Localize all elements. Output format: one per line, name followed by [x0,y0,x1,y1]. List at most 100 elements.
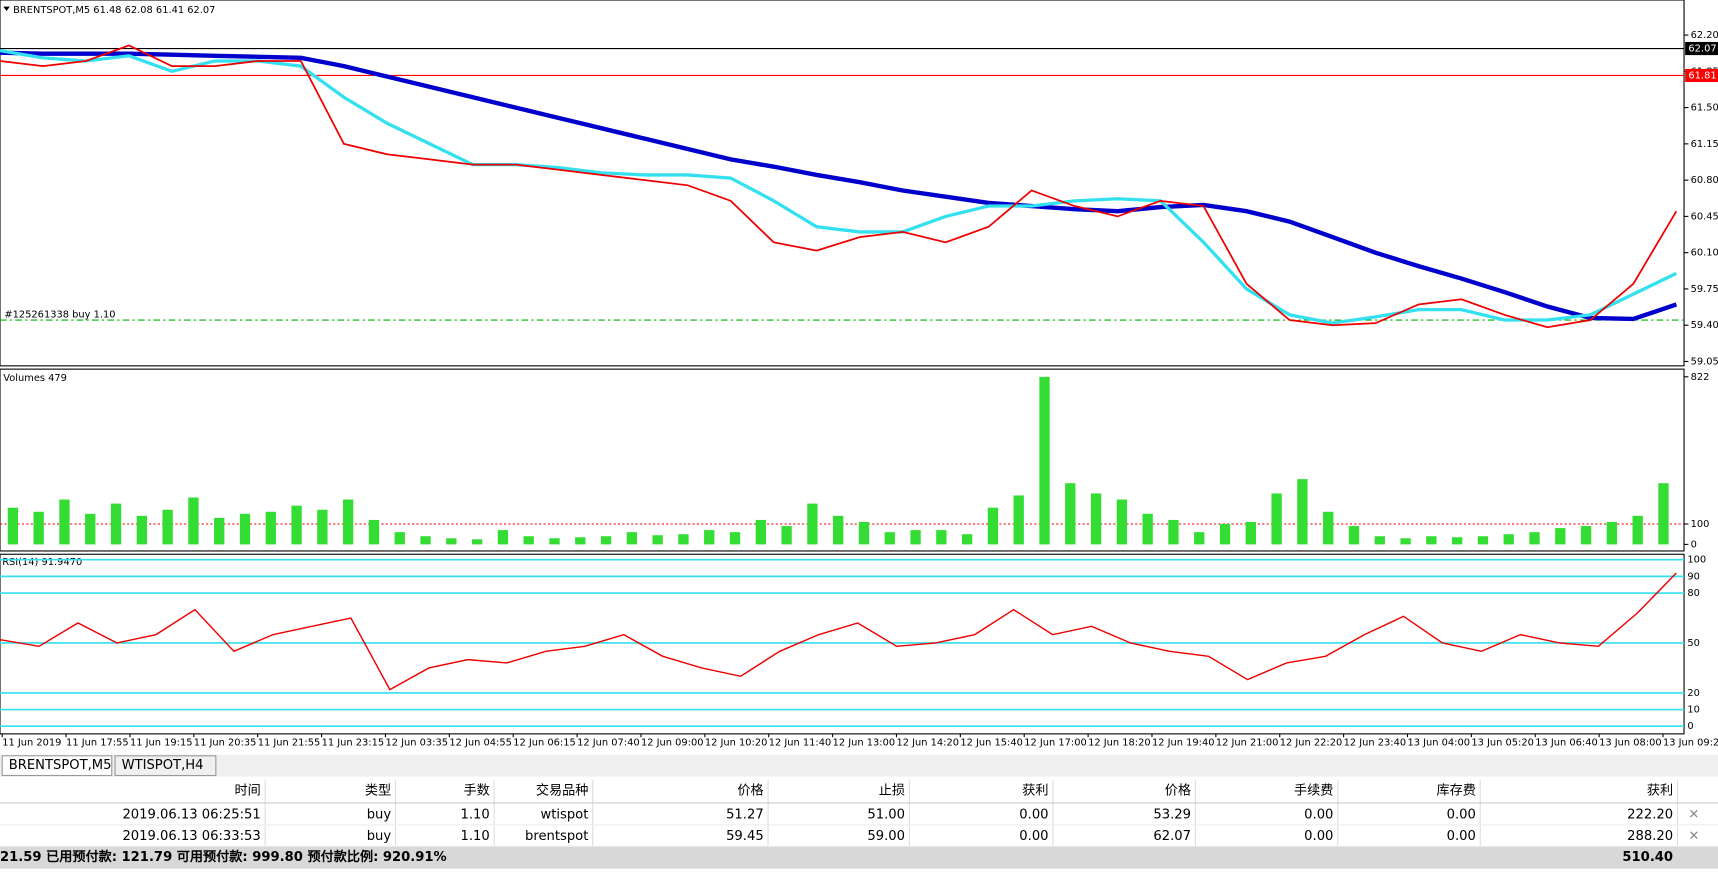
volume-bar [626,532,638,545]
volume-bar [704,530,715,545]
column-header: 手续费 [1294,782,1333,798]
time-label: 12 Jun 07:40 [577,738,640,749]
volume-bar [1606,521,1618,545]
time-label: 11 Jun 2019 [2,738,61,749]
cell: 0.00 [1304,807,1333,822]
cell: 0.00 [1447,829,1476,844]
close-icon[interactable]: ✕ [1688,829,1699,844]
time-label: 12 Jun 21:00 [1216,738,1279,749]
price-tag [1685,41,1718,56]
volume-bar [1039,376,1050,545]
cell: 51.00 [867,807,905,822]
cell: 62.07 [1153,829,1191,844]
cell: 288.20 [1627,829,1673,844]
time-label: 12 Jun 15:40 [960,738,1023,749]
volume-bar [600,536,612,545]
time-label: 13 Jun 08:00 [1599,738,1662,749]
volume-bar [1271,493,1282,545]
time-label: 12 Jun 10:20 [705,738,768,749]
time-label: 11 Jun 17:55 [66,738,129,749]
footer-summary: 21.59 已用预付款: 121.79 可用预付款: 999.80 预付款比例:… [0,848,447,865]
volume-bar [59,499,70,545]
time-label: 12 Jun 17:00 [1024,738,1087,749]
volume-bar [858,521,870,545]
tab[interactable] [114,755,217,777]
volume-bar [1658,483,1669,545]
volume-bar [575,537,586,545]
volume-bar [7,507,19,545]
cell: 1.10 [461,829,490,844]
y-tick-label: 60.80 [1691,175,1718,186]
volume-bar [652,535,663,545]
ma-line [0,48,1678,325]
y-tick-label: 100 [1691,519,1710,530]
cell: 51.27 [726,807,764,822]
tab[interactable] [1,755,113,777]
rsi-panel [0,553,1685,735]
volume-bar [961,534,973,545]
cell: brentspot [525,829,588,844]
cell: 2019.06.13 06:33:53 [122,829,260,844]
tab-bar [0,754,1718,777]
y-tick-label: 59.40 [1691,320,1718,331]
rsi-title: RSI(14) 91.9470 [2,557,82,568]
volume-bar [1477,536,1489,545]
tab-label[interactable]: WTISPOT,H4 [122,758,204,773]
time-label: 12 Jun 13:00 [833,738,896,749]
y-tick-label: 20 [1687,688,1700,699]
volume-bar [136,515,148,545]
column-header: 库存费 [1436,782,1475,798]
y-tick-label: 60.10 [1691,248,1718,259]
volume-bar [1400,538,1411,545]
cell: 53.29 [1153,807,1191,822]
y-tick-label: 62.20 [1691,30,1718,41]
time-label: 11 Jun 21:55 [258,738,321,749]
tab-label[interactable]: BRENTSPOT,M5 [9,758,112,773]
time-label: 11 Jun 20:35 [194,738,257,749]
time-label: 12 Jun 06:15 [513,738,576,749]
collapse-icon[interactable] [3,6,10,11]
volume-bar [1297,479,1308,545]
volume-bar [755,519,766,545]
cell: 0.00 [1019,807,1048,822]
volume-bar [1555,528,1566,545]
price-tag [1685,68,1718,83]
symbol-header: BRENTSPOT,M5 61.48 62.08 61.41 62.07 [13,5,215,16]
time-label: 12 Jun 18:20 [1088,738,1151,749]
cell: 0.00 [1019,829,1048,844]
volume-bar [807,503,818,545]
volume-bar [1632,515,1643,545]
rsi-line [0,572,1677,691]
y-tick-label: 61.50 [1691,103,1718,114]
volume-bar [1194,532,1205,545]
volume-bar [471,539,483,545]
time-label: 12 Jun 04:55 [449,738,512,749]
volume-bar [368,519,380,545]
cell: wtispot [540,807,588,822]
ma-line [0,44,1678,329]
y-tick-label: 60.45 [1691,211,1718,222]
y-tick-label: 50 [1687,638,1700,649]
price-panel [0,0,1685,367]
volume-bar [291,505,302,545]
volume-bar [317,509,328,545]
volume-bar [936,530,947,545]
time-label: 12 Jun 23:40 [1344,738,1407,749]
volume-bar [1426,536,1437,545]
volume-bar [343,499,354,545]
y-tick-label: 0 [1691,539,1697,550]
volume-bar [1013,495,1024,545]
volume-bar [987,507,999,545]
time-label: 13 Jun 09:20 [1663,738,1718,749]
close-icon[interactable]: ✕ [1688,807,1699,822]
time-label: 12 Jun 11:40 [769,738,832,749]
volume-bar [1323,511,1334,545]
y-tick-label: 90 [1687,571,1700,582]
time-label: 12 Jun 19:40 [1152,738,1215,749]
y-tick-label: 0 [1687,721,1693,732]
column-header: 价格 [1165,782,1191,798]
time-label: 12 Jun 14:20 [896,738,959,749]
order-label: #125261338 buy 1.10 [4,310,115,321]
